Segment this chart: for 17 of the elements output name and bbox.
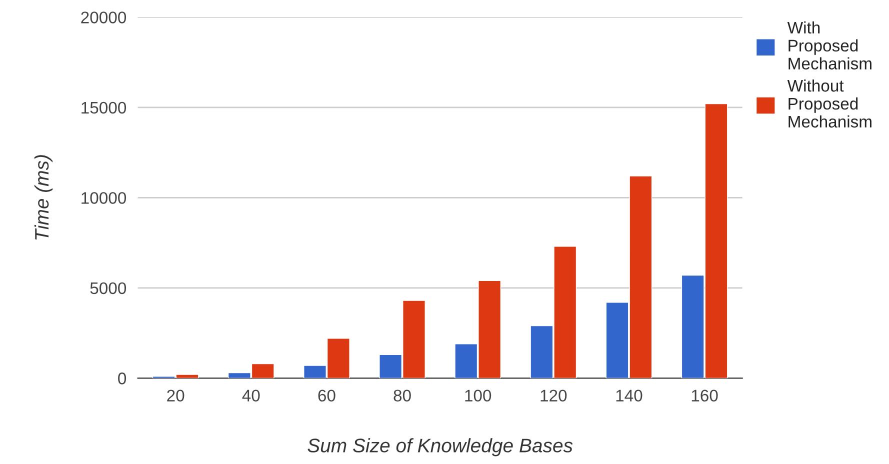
legend-label: Without Proposed Mechanism — [787, 79, 872, 128]
x-tick-label: 60 — [318, 390, 336, 402]
y-tick-label: 20000 — [81, 12, 126, 24]
y-axis-title: Time (ms) — [34, 155, 53, 240]
x-tick-label: 20 — [167, 390, 184, 402]
y-tick-label: 15000 — [82, 102, 126, 114]
legend-label: With Proposed Mechanism — [787, 21, 872, 70]
x-tick-label: 40 — [242, 390, 260, 402]
x-tick-label: 160 — [692, 390, 718, 402]
x-tick-label: 80 — [394, 390, 411, 402]
x-tick-label: 120 — [540, 390, 567, 402]
x-tick-label: 100 — [465, 390, 492, 402]
y-tick-label: 0 — [118, 372, 126, 384]
y-tick-label: 10000 — [82, 192, 126, 204]
x-tick-label: 140 — [616, 390, 642, 402]
y-tick-label: 5000 — [90, 282, 126, 294]
x-axis-title: Sum Size of Knowledge Bases — [308, 438, 573, 456]
